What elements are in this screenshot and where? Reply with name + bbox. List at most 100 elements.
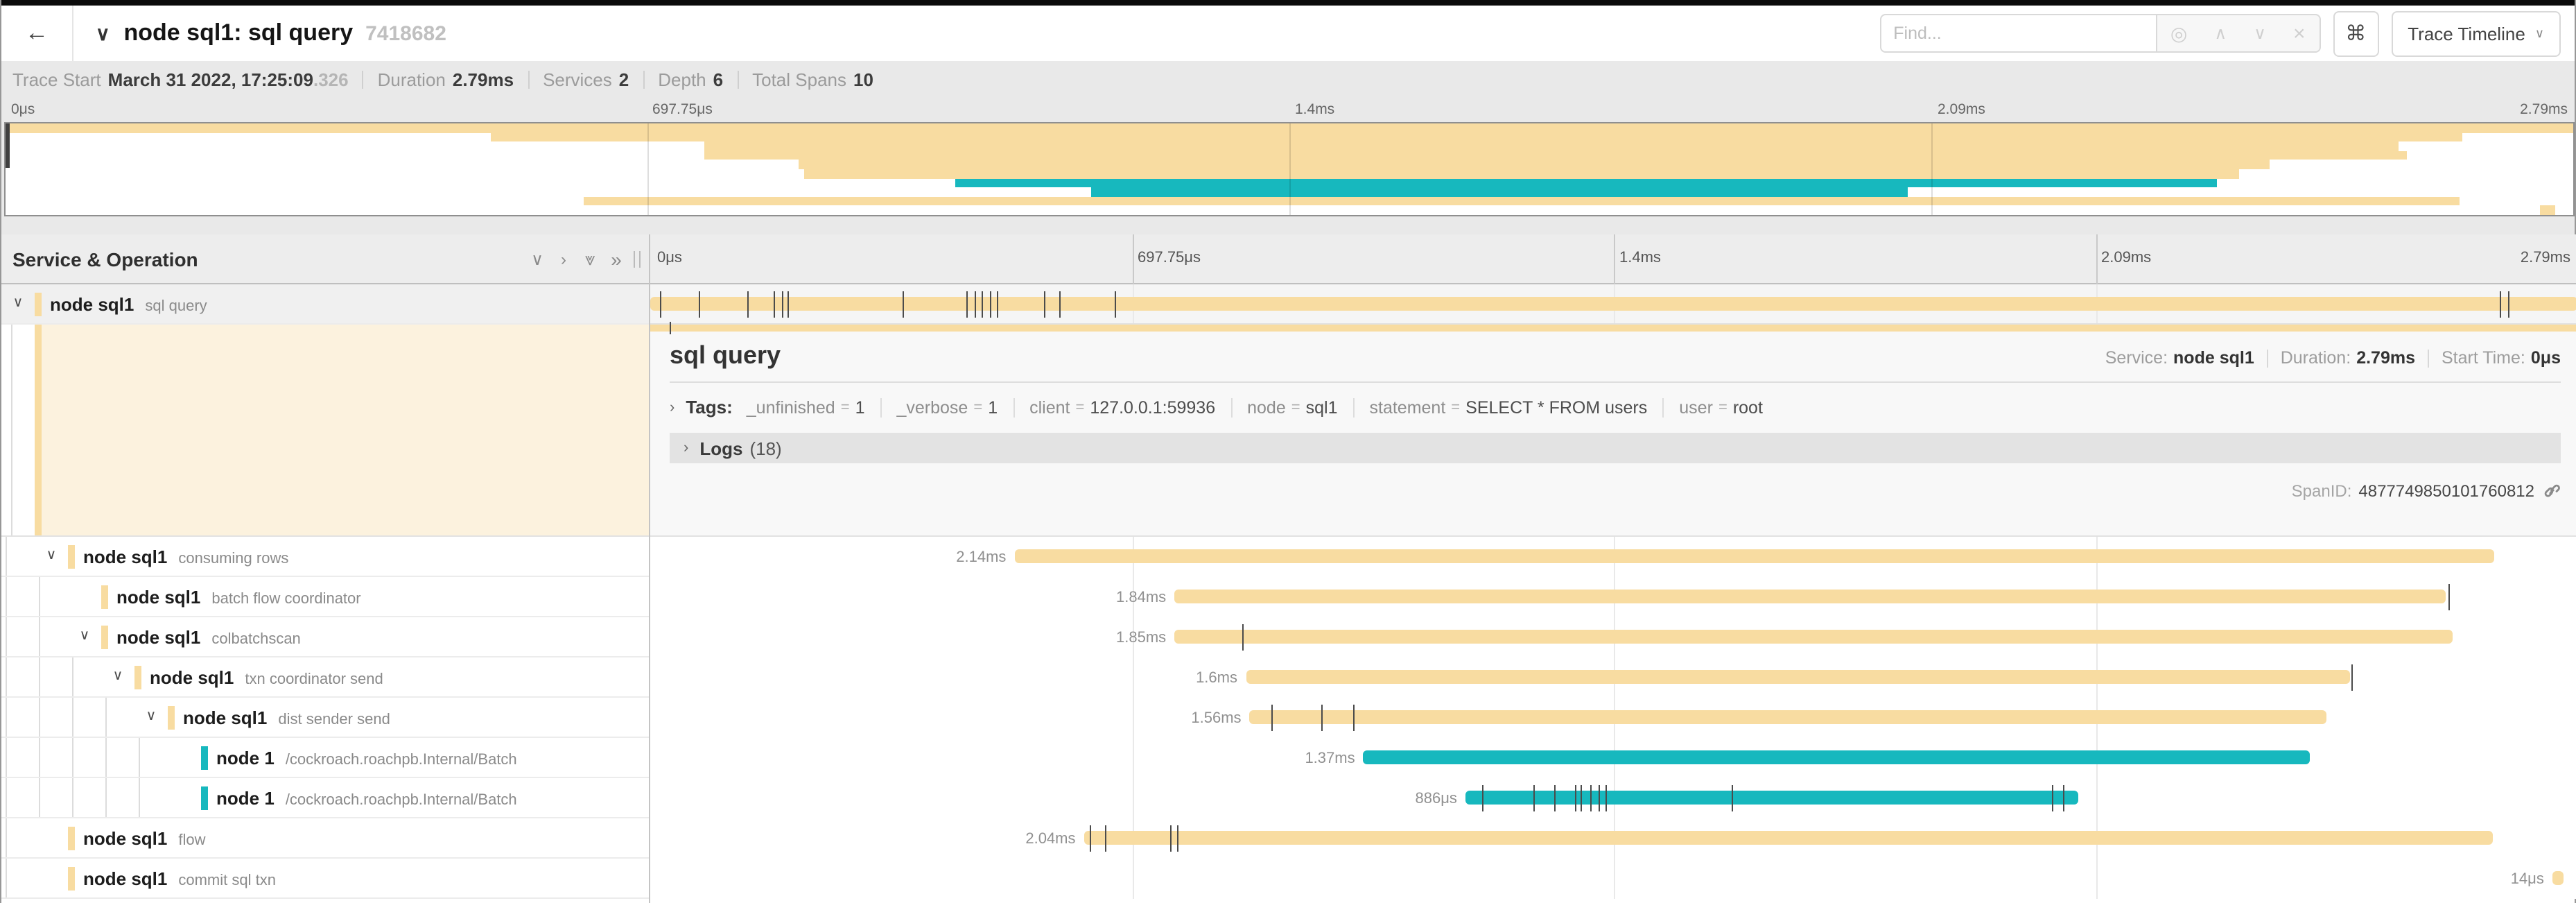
span-duration-label: 1.37ms [1305, 750, 1355, 767]
span-tree-row[interactable]: ∨ node sql1 sql query [1, 284, 649, 325]
tree-indent-guide [72, 778, 73, 817]
span-tree-row[interactable]: node 1/cockroach.roachpb.Internal/Batch [1, 738, 649, 778]
logs-expand-chevron-icon: › [684, 440, 689, 456]
span-detail-header: sql query Service: node sql1 Duration: 2.79… [670, 341, 2561, 370]
log-tick-mark [787, 291, 789, 318]
span-bar[interactable] [2552, 871, 2564, 885]
collapse-all-icon[interactable]: ⩔ [584, 248, 595, 268]
span-bar-row[interactable]: 2.04ms [650, 818, 2576, 859]
trace-minimap[interactable] [4, 122, 2575, 216]
span-bar[interactable] [1246, 670, 2350, 684]
span-tree-row[interactable]: ∨ node sql1 txn coordinator send [1, 657, 649, 698]
span-duration-label: 1.6ms [1196, 670, 1237, 687]
span-bar[interactable] [1174, 590, 2446, 603]
find-buttons: ◎ ∧ ∨ × [2157, 14, 2321, 53]
log-tick-mark [1482, 785, 1484, 811]
span-bar[interactable] [1363, 750, 2310, 764]
span-operation-name: /cockroach.roachpb.Internal/Batch [285, 752, 517, 768]
find-prev-icon[interactable]: ∧ [2214, 24, 2227, 43]
span-bar-row[interactable]: 1.84ms [650, 577, 2576, 617]
trace-view-dropdown[interactable]: Trace Timeline ∨ [2391, 10, 2561, 56]
find-target-icon[interactable]: ◎ [2170, 22, 2188, 44]
collapse-controls: ∨ › ⩔ » [524, 248, 629, 270]
tag-equals: = [973, 399, 983, 415]
row-collapse-chevron-icon[interactable]: ∨ [146, 709, 157, 724]
summary-divider [643, 70, 645, 88]
span-duration-label: 14μs [2510, 871, 2544, 888]
span-service-name: node sql1 flow [83, 828, 206, 849]
tag-equals: = [840, 399, 850, 415]
span-service-name: node 1/cockroach.roachpb.Internal/Batch [216, 788, 517, 809]
span-bar-row[interactable]: 1.56ms [650, 698, 2576, 738]
minimap-span-bar [491, 132, 2463, 142]
summary-label: Total Spans [752, 69, 846, 89]
span-color-bar [201, 746, 208, 770]
row-collapse-chevron-icon[interactable]: ∨ [46, 548, 57, 563]
span-service-name: node sql1 batch flow coordinator [116, 587, 361, 608]
panel-resize-grip[interactable] [634, 251, 641, 268]
meta-divider [2428, 349, 2429, 367]
tag-equals: = [1291, 399, 1300, 415]
span-bar-row[interactable]: 886μs [650, 778, 2576, 818]
span-tree-row[interactable]: ∨ node sql1 consuming rows [1, 537, 649, 577]
tree-indent-guide [139, 778, 140, 817]
trace-header: ← ∨ node sql1: sql query 7418682 ◎ ∧ ∨ ×… [1, 6, 2575, 61]
row-collapse-chevron-icon[interactable]: ∨ [112, 669, 123, 684]
span-tree-row[interactable]: ∨ node sql1 dist sender send [1, 698, 649, 738]
axis-tick-label: 2.09ms [2101, 250, 2152, 266]
span-bar-row[interactable]: 1.6ms [650, 657, 2576, 698]
find-input[interactable] [1879, 14, 2157, 53]
row-collapse-chevron-icon[interactable]: ∨ [12, 295, 24, 311]
expand-all-icon[interactable]: » [611, 248, 622, 270]
link-icon[interactable] [2543, 482, 2561, 500]
span-service-name: node sql1 dist sender send [183, 707, 390, 728]
span-bar[interactable] [650, 297, 2576, 311]
span-bar[interactable] [1084, 831, 2493, 845]
panel-divider[interactable] [649, 234, 650, 903]
span-tree: ∨ node sql1 sql query ∨ node sql1 consuming r… [1, 284, 649, 899]
summary-item: Duration 2.79ms [378, 69, 514, 89]
find-next-icon[interactable]: ∨ [2254, 24, 2266, 43]
log-tick-mark [1581, 785, 1583, 811]
span-bar-row[interactable]: 1.85ms [650, 617, 2576, 657]
logs-row[interactable]: › Logs (18) [670, 433, 2561, 463]
row-collapse-chevron-icon[interactable]: ∨ [79, 628, 90, 644]
span-bar[interactable] [1465, 791, 2078, 805]
collapse-one-icon[interactable]: ∨ [531, 249, 543, 268]
span-bar-row[interactable]: 14μs [650, 859, 2576, 899]
span-tree-row[interactable]: node sql1 commit sql txn [1, 859, 649, 899]
minimap-span-bar [803, 169, 2240, 179]
minimap-drag-handle[interactable] [6, 123, 10, 168]
tags-row[interactable]: › Tags: _unfinished = 1 _verbose = 1 client = 12… [670, 397, 2561, 418]
span-color-bar [35, 293, 42, 316]
span-detail-title: sql query [670, 341, 781, 369]
find-clear-icon[interactable]: × [2293, 22, 2306, 45]
tag-key: statement [1369, 397, 1446, 417]
timeline-gridline [2096, 778, 2097, 818]
span-bar[interactable] [1174, 630, 2453, 644]
tag-key: _unfinished [746, 397, 835, 417]
span-tree-row[interactable]: node sql1 flow [1, 818, 649, 859]
span-color-bar [68, 867, 75, 891]
log-tick-mark [2051, 785, 2053, 811]
minimap-axis: 0μs 697.75μs 1.4ms 2.09ms 2.79ms [4, 98, 2575, 122]
back-button[interactable]: ← [1, 6, 73, 61]
title-collapse-chevron-icon[interactable]: ∨ [96, 22, 110, 44]
keyboard-shortcuts-button[interactable]: ⌘ [2333, 10, 2379, 56]
span-bar-row[interactable]: 1.37ms [650, 738, 2576, 778]
timeline-column-divider [1614, 234, 1615, 284]
span-tree-row[interactable]: node 1/cockroach.roachpb.Internal/Batch [1, 778, 649, 818]
tree-indent-guide [39, 617, 40, 656]
span-bar-row[interactable]: 2.14ms [650, 537, 2576, 577]
log-tick-mark [1598, 785, 1600, 811]
tree-indent-guide [6, 818, 7, 857]
span-bar-row[interactable] [650, 284, 2576, 325]
chevron-down-icon: ∨ [2534, 26, 2544, 40]
span-bar[interactable] [1249, 710, 2327, 724]
span-tree-row[interactable]: node sql1 batch flow coordinator [1, 577, 649, 617]
span-detail-row-left[interactable] [1, 325, 649, 537]
summary-value-suffix: .326 [313, 69, 349, 89]
expand-one-icon[interactable]: › [561, 249, 566, 268]
span-bar[interactable] [1014, 549, 2495, 563]
span-tree-row[interactable]: ∨ node sql1 colbatchscan [1, 617, 649, 657]
